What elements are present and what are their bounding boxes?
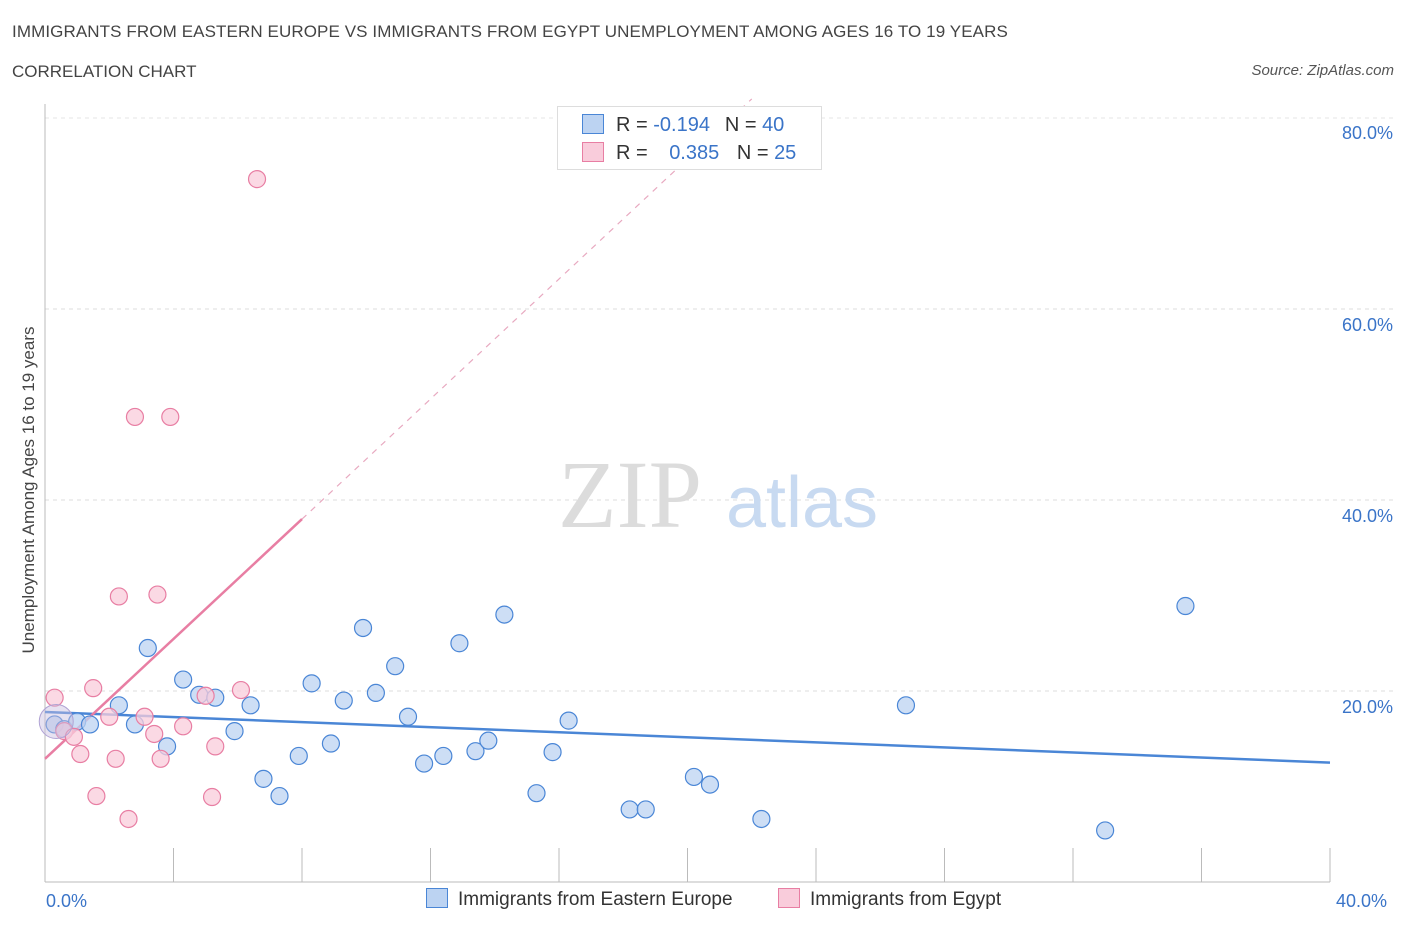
point-egypt-12 xyxy=(145,724,164,744)
point-eastern-europe-35 xyxy=(700,775,720,794)
point-eastern-europe-6 xyxy=(138,638,157,658)
axes xyxy=(44,104,1331,883)
watermark-zip: ZIP xyxy=(558,441,702,548)
bottom-legend-eastern-europe: Immigrants from Eastern Europe xyxy=(426,887,733,911)
source-credit: Source: ZipAtlas.com xyxy=(1251,62,1394,79)
point-egypt-14 xyxy=(151,749,170,768)
point-eastern-europe-33 xyxy=(636,800,655,819)
x-tick-label-min: 0.0% xyxy=(46,891,88,911)
point-egypt-13 xyxy=(148,585,167,604)
legend-swatch-pink xyxy=(582,141,604,162)
point-eastern-europe-28 xyxy=(495,605,514,624)
x-tick-label-max: 40.0% xyxy=(1336,891,1388,911)
point-egypt-7 xyxy=(106,749,125,768)
chart-title: IMMIGRANTS FROM EASTERN EUROPE VS IMMIGR… xyxy=(12,22,1008,41)
y-axis-label-wrap: Unemployment Among Ages 16 to 19 years xyxy=(14,300,44,690)
legend-r-label: R = xyxy=(616,142,648,164)
point-egypt-11 xyxy=(135,707,154,726)
legend-r-value: -0.194 xyxy=(653,114,710,136)
point-egypt-9 xyxy=(119,809,138,829)
y-tick-label-20: 20.0% xyxy=(1341,697,1393,717)
y-tick-label-60: 60.0% xyxy=(1341,315,1393,335)
point-eastern-europe-13 xyxy=(254,769,273,788)
point-eastern-europe-34 xyxy=(684,767,704,787)
legend-row-eastern-europe: R = -0.194 N = 40 xyxy=(582,113,785,136)
y-axis-label: Unemployment Among Ages 16 to 19 years xyxy=(19,326,38,654)
point-eastern-europe-17 xyxy=(321,734,341,753)
point-eastern-europe-23 xyxy=(414,754,434,773)
point-eastern-europe-24 xyxy=(434,746,453,766)
point-egypt-16 xyxy=(174,717,193,736)
point-egypt-19 xyxy=(206,737,225,756)
legend-r-value: 0.385 xyxy=(669,142,720,164)
point-eastern-europe-22 xyxy=(398,707,418,726)
point-eastern-europe-16 xyxy=(302,674,321,693)
legend-r-label: R = xyxy=(616,114,648,136)
point-eastern-europe-36 xyxy=(752,809,771,829)
point-eastern-europe-3 xyxy=(80,715,100,734)
chart-subtitle: CORRELATION CHART xyxy=(12,62,197,81)
point-overlap-cluster xyxy=(38,704,74,740)
point-eastern-europe-12 xyxy=(241,696,260,715)
point-egypt-17 xyxy=(196,686,215,705)
point-eastern-europe-19 xyxy=(353,618,373,638)
point-eastern-europe-8 xyxy=(174,670,193,689)
watermark-atlas: atlas xyxy=(726,463,878,543)
point-egypt-8 xyxy=(109,587,128,606)
point-eastern-europe-37 xyxy=(896,696,916,715)
legend-n-value: 40 xyxy=(762,114,785,136)
legend-swatch-blue xyxy=(582,113,604,134)
bottom-legend-egypt: Immigrants from Egypt xyxy=(778,887,1002,911)
trend-line-eastern-europe xyxy=(44,710,1331,764)
point-eastern-europe-30 xyxy=(543,743,562,762)
point-eastern-europe-32 xyxy=(620,800,639,819)
point-eastern-europe-18 xyxy=(334,691,353,710)
point-eastern-europe-27 xyxy=(479,731,498,750)
y-tick-label-80: 80.0% xyxy=(1341,123,1393,143)
point-eastern-europe-26 xyxy=(466,742,485,761)
legend-n-label: N = xyxy=(736,142,769,164)
point-eastern-europe-14 xyxy=(270,786,289,806)
bottom-legend-label: Immigrants from Egypt xyxy=(810,889,1002,910)
y-tick-label-40: 40.0% xyxy=(1341,506,1393,526)
point-eastern-europe-21 xyxy=(386,657,405,676)
point-egypt-0 xyxy=(45,688,64,707)
point-eastern-europe-38 xyxy=(1096,821,1115,840)
point-egypt-6 xyxy=(100,707,119,726)
point-egypt-4 xyxy=(84,679,103,698)
bottom-legend-label: Immigrants from Eastern Europe xyxy=(458,889,733,910)
point-egypt-5 xyxy=(87,786,106,806)
point-eastern-europe-39 xyxy=(1176,596,1195,616)
point-egypt-10 xyxy=(125,407,145,427)
point-eastern-europe-11 xyxy=(225,722,244,741)
trend-lines xyxy=(44,98,1331,764)
legend-n-value: 25 xyxy=(774,142,797,164)
point-egypt-3 xyxy=(71,744,90,764)
data-points xyxy=(38,170,1195,840)
point-egypt-15 xyxy=(161,407,180,427)
point-egypt-21 xyxy=(247,170,267,189)
correlation-legend: R = -0.194 N = 40 R = 0.385 N = 25 xyxy=(557,106,822,170)
point-eastern-europe-31 xyxy=(559,711,578,730)
watermark: ZIP atlas xyxy=(558,441,878,548)
point-eastern-europe-29 xyxy=(527,784,546,803)
point-eastern-europe-25 xyxy=(450,634,469,653)
legend-n-label: N = xyxy=(724,114,757,136)
point-eastern-europe-15 xyxy=(289,746,308,766)
point-eastern-europe-20 xyxy=(366,683,385,703)
point-egypt-18 xyxy=(202,787,222,807)
bottom-legend-swatch-pink xyxy=(778,887,800,908)
legend-row-egypt: R = 0.385 N = 25 xyxy=(582,141,797,164)
bottom-legend-swatch-blue xyxy=(426,887,448,908)
point-egypt-20 xyxy=(231,680,251,700)
